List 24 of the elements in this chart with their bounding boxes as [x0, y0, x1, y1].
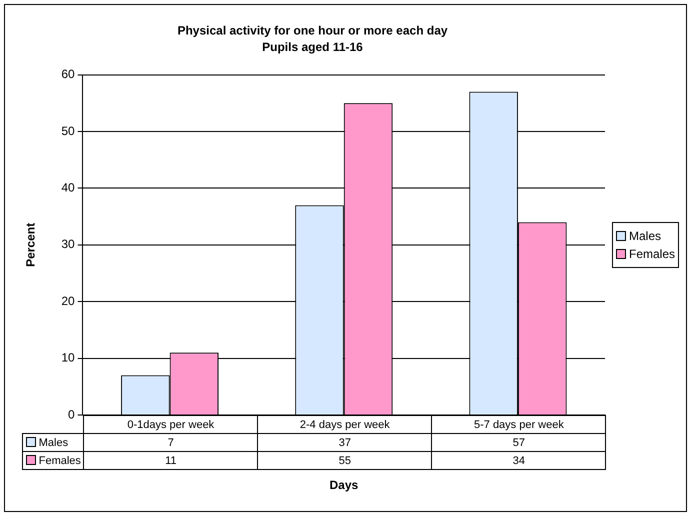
x-tick-label: 5-7 days per week	[432, 416, 606, 434]
data-label: 11	[84, 452, 258, 470]
chart-subtitle: Pupils aged 11-16	[262, 40, 364, 54]
legend-label: Males	[22, 434, 84, 452]
x-axis-title: Days	[330, 478, 358, 492]
x-tick-label: 2-4 days per week	[258, 416, 432, 434]
data-label: 34	[432, 452, 606, 470]
y-tick-label: 40	[61, 180, 76, 195]
y-tick-label: 10	[61, 350, 76, 365]
legend-label: Females	[628, 246, 676, 263]
data-label: 57	[432, 434, 606, 452]
y-tick-label: 50	[61, 124, 76, 138]
y-tick-label: 60	[61, 67, 76, 82]
y-axis-title: Percent	[24, 222, 38, 267]
text: Males	[629, 228, 662, 243]
y-tick-label: 0	[68, 407, 76, 422]
y-tick-label: 20	[61, 294, 76, 308]
y-tick-label: 30	[61, 237, 76, 252]
text: Females	[38, 454, 81, 466]
data-label: 55	[258, 452, 432, 470]
chart-title: Physical activity for one hour or more each day	[177, 24, 448, 38]
x-tick-label: 0-1days per week	[84, 416, 258, 434]
data-label: 7	[84, 434, 258, 452]
data-label: 37	[258, 434, 432, 452]
